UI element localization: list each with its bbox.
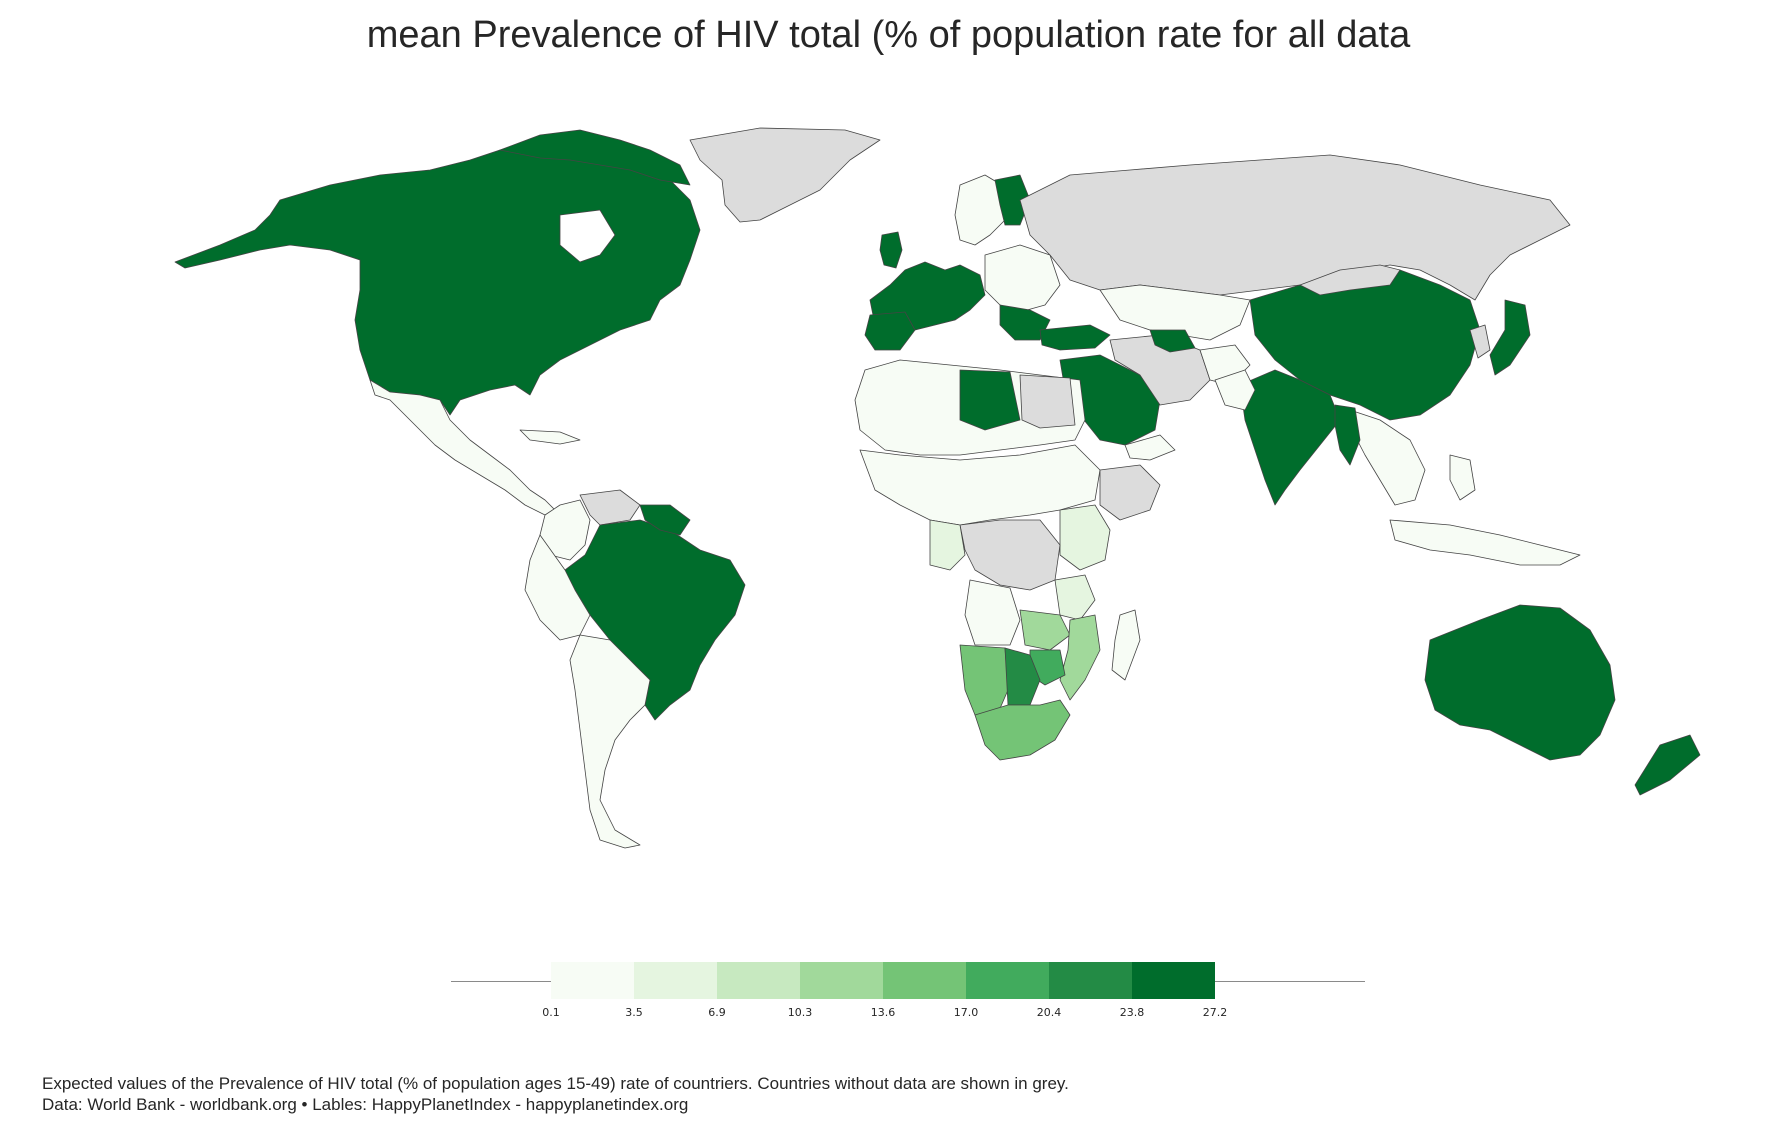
region-libya xyxy=(959,369,1021,431)
legend-bin-1 xyxy=(551,962,634,999)
region-greenland xyxy=(689,127,881,223)
map-title: mean Prevalence of HIV total (% of popul… xyxy=(366,14,1411,56)
region-east-africa xyxy=(1059,504,1111,571)
legend-ticks: 0.1 3.5 6.9 10.3 13.6 17.0 20.4 23.8 27.… xyxy=(0,1006,1777,1022)
region-egypt xyxy=(1019,374,1076,429)
region-korea xyxy=(1469,324,1491,359)
region-horn xyxy=(1099,464,1161,521)
region-central-asia xyxy=(1099,284,1251,341)
region-congo xyxy=(959,519,1061,591)
region-russia xyxy=(1019,154,1571,301)
world-map xyxy=(174,127,1701,849)
region-west-central-africa xyxy=(929,519,966,571)
legend-line-right xyxy=(1215,981,1365,982)
legend-tick: 13.6 xyxy=(870,1006,896,1019)
region-mexico xyxy=(369,379,556,516)
region-new-zealand xyxy=(1634,734,1701,796)
region-north-america xyxy=(174,144,701,416)
region-eastern-europe xyxy=(984,244,1061,313)
region-turkmenistan xyxy=(1149,329,1196,353)
region-philippines xyxy=(1449,454,1476,501)
legend-bin-7 xyxy=(1049,962,1132,999)
region-australia xyxy=(1424,604,1616,761)
legend-tick: 27.2 xyxy=(1202,1006,1228,1019)
region-peru xyxy=(524,534,591,641)
legend-tick: 10.3 xyxy=(787,1006,813,1019)
footer-line-2: Data: World Bank - worldbank.org • Lable… xyxy=(42,1095,689,1114)
region-iberia xyxy=(864,311,916,351)
region-scandinavia xyxy=(954,174,1011,246)
region-indonesia xyxy=(1389,519,1581,566)
color-legend xyxy=(551,962,1215,999)
footer-notes: Expected values of the Prevalence of HIV… xyxy=(42,1073,1069,1115)
region-mongolia xyxy=(1299,264,1401,296)
region-southern-cone xyxy=(569,634,651,849)
legend-tick: 20.4 xyxy=(1036,1006,1062,1019)
region-cuba xyxy=(519,429,581,445)
legend-tick: 17.0 xyxy=(953,1006,979,1019)
region-balkans xyxy=(999,304,1051,341)
region-guianas xyxy=(639,504,691,536)
region-mozambique xyxy=(1059,614,1101,701)
legend-bin-8 xyxy=(1132,962,1215,999)
legend-bin-6 xyxy=(966,962,1049,999)
legend-bin-3 xyxy=(717,962,800,999)
region-indochina xyxy=(1349,409,1426,506)
legend-tick: 23.8 xyxy=(1119,1006,1145,1019)
region-venezuela xyxy=(579,489,641,526)
legend-bin-4 xyxy=(800,962,883,999)
region-hudson-bay xyxy=(559,209,616,263)
region-japan xyxy=(1489,299,1531,376)
legend-line-left xyxy=(451,981,551,982)
region-turkey xyxy=(1039,324,1111,351)
region-zambia xyxy=(1019,609,1071,651)
region-tanzania xyxy=(1054,574,1096,621)
footer-line-1: Expected values of the Prevalence of HIV… xyxy=(42,1074,1069,1093)
region-india xyxy=(1239,369,1341,506)
legend-bin-5 xyxy=(883,962,966,999)
legend-tick: 3.5 xyxy=(625,1006,643,1019)
region-myanmar xyxy=(1334,404,1361,466)
region-finland xyxy=(994,174,1031,226)
region-yemen xyxy=(1124,434,1176,461)
legend-bin-2 xyxy=(634,962,717,999)
region-south-africa xyxy=(974,699,1071,761)
region-pakistan xyxy=(1214,369,1256,411)
region-uk xyxy=(879,231,903,269)
region-madagascar xyxy=(1111,609,1141,681)
legend-tick: 0.1 xyxy=(542,1006,560,1019)
region-angola xyxy=(964,579,1021,646)
legend-tick: 6.9 xyxy=(708,1006,726,1019)
region-arctic-islands xyxy=(499,129,691,186)
region-botswana xyxy=(1004,647,1041,706)
